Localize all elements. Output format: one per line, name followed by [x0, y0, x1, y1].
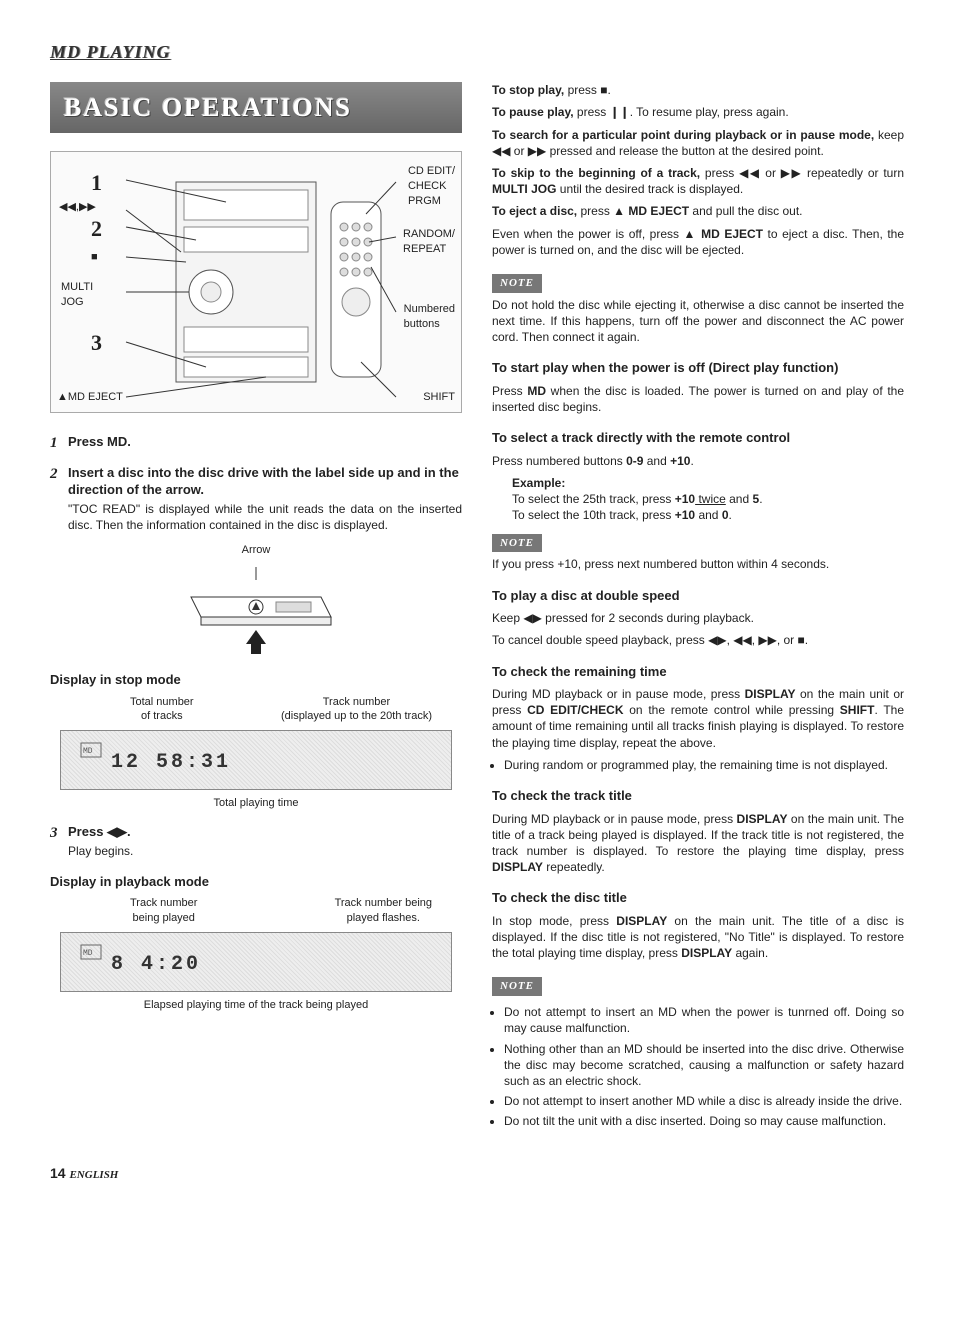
step-text: "TOC READ" is displayed while the unit r… [68, 501, 462, 533]
para-eject: To eject a disc, press ▲ MD EJECT and pu… [492, 203, 904, 219]
step-1: 1 Press MD. [50, 433, 462, 453]
step-2: 2 Insert a disc into the disc drive with… [50, 464, 462, 533]
select-heading: To select a track directly with the remo… [492, 429, 904, 447]
note-1: Do not hold the disc while ejecting it, … [492, 297, 904, 346]
para-skip: To skip to the beginning of a track, pre… [492, 165, 904, 197]
stop-label-left: Total number of tracks [130, 695, 194, 725]
para-stop: To stop play, press ■. [492, 82, 904, 98]
play-label-left: Track number being played [130, 896, 197, 926]
example-label: Example: [512, 475, 904, 491]
page-number: 14 [50, 1165, 66, 1181]
stop-display: 12 58:31 MD [60, 730, 452, 790]
section-header: MD PLAYING [50, 40, 904, 64]
svg-text:MD: MD [83, 747, 93, 756]
device-diagram: 1 ◀◀,▶▶ 2 ■ MULTI JOG 3 ▲MD EJECT CD EDI… [50, 151, 462, 413]
stop-mode-heading: Display in stop mode [50, 671, 462, 689]
double-t2: To cancel double speed playback, press ◀… [492, 632, 904, 648]
svg-text:MD: MD [83, 949, 93, 958]
stop-label-right: Track number (displayed up to the 20th t… [281, 695, 432, 725]
step-3: 3 Press ◀▶. Play begins. [50, 823, 462, 859]
example-1: To select the 25th track, press +10 twic… [512, 491, 904, 507]
page-footer: 14 ENGLISH [50, 1164, 904, 1183]
remain-text: During MD playback or in pause mode, pre… [492, 686, 904, 751]
right-column: To stop play, press ■. To pause play, pr… [492, 82, 904, 1133]
remain-bullets: During random or programmed play, the re… [492, 757, 904, 773]
disc-heading: To check the disc title [492, 889, 904, 907]
play-display: 8 4:20 MD [60, 932, 452, 992]
diagram-label-rewff: ◀◀,▶▶ [59, 200, 96, 215]
track-text: During MD playback or in pause mode, pre… [492, 811, 904, 876]
diagram-label-2: 2 [91, 216, 102, 242]
arrow-diagram: Arrow [50, 543, 462, 657]
select-text: Press numbered buttons 0-9 and +10. [492, 453, 904, 469]
double-heading: To play a disc at double speed [492, 587, 904, 605]
note-2: If you press +10, press next numbered bu… [492, 556, 904, 572]
para-eject2: Even when the power is off, press ▲ MD E… [492, 226, 904, 258]
step-text: Play begins. [68, 843, 462, 859]
direct-heading: To start play when the power is off (Dir… [492, 359, 904, 377]
diagram-label-numbered: Numbered buttons [404, 302, 455, 332]
step-number: 3 [50, 823, 68, 859]
disc-text: In stop mode, press DISPLAY on the main … [492, 913, 904, 962]
diagram-label-random: RANDOM/ REPEAT [403, 227, 455, 257]
diagram-label-shift: SHIFT [423, 390, 455, 405]
double-t1: Keep ◀▶ pressed for 2 seconds during pla… [492, 610, 904, 626]
stop-bottom-caption: Total playing time [50, 796, 462, 811]
track-heading: To check the track title [492, 787, 904, 805]
diagram-label-eject: ▲MD EJECT [57, 390, 123, 405]
diagram-label-3: 3 [91, 330, 102, 356]
note-tag: NOTE [492, 274, 542, 293]
play-label-right: Track number being played flashes. [335, 896, 432, 926]
remain-heading: To check the remaining time [492, 663, 904, 681]
note-tag: NOTE [492, 977, 542, 996]
step-title: Press ◀▶. [68, 823, 462, 841]
step-number: 2 [50, 464, 68, 533]
remain-bullet-1: During random or programmed play, the re… [504, 757, 904, 773]
note3-b2: Nothing other than an MD should be inser… [504, 1041, 904, 1090]
diagram-label-multi: MULTI JOG [61, 280, 93, 310]
note3-b3: Do not attempt to insert another MD whil… [504, 1093, 904, 1109]
page-lang: ENGLISH [69, 1169, 118, 1181]
para-pause: To pause play, press ❙❙. To resume play,… [492, 104, 904, 120]
diagram-label-1: 1 [91, 170, 102, 196]
left-column: BASIC OPERATIONS [50, 82, 462, 1133]
step-number: 1 [50, 433, 68, 453]
title-box: BASIC OPERATIONS [50, 82, 462, 133]
diagram-label-cdedit: CD EDIT/ CHECK PRGM [408, 164, 455, 209]
arrow-caption: Arrow [50, 543, 462, 558]
para-search: To search for a particular point during … [492, 127, 904, 159]
play-bottom-caption: Elapsed playing time of the track being … [50, 998, 462, 1013]
play-mode-heading: Display in playback mode [50, 873, 462, 891]
step-title: Press MD. [68, 433, 462, 451]
direct-text: Press MD when the disc is loaded. The po… [492, 383, 904, 415]
step-title: Insert a disc into the disc drive with t… [68, 464, 462, 499]
note3-b1: Do not attempt to insert an MD when the … [504, 1004, 904, 1036]
diagram-label-stop: ■ [91, 250, 98, 265]
note-tag: NOTE [492, 534, 542, 553]
example-2: To select the 10th track, press +10 and … [512, 507, 904, 523]
note3-b4: Do not tilt the unit with a disc inserte… [504, 1113, 904, 1129]
note3-list: Do not attempt to insert an MD when the … [492, 1004, 904, 1129]
